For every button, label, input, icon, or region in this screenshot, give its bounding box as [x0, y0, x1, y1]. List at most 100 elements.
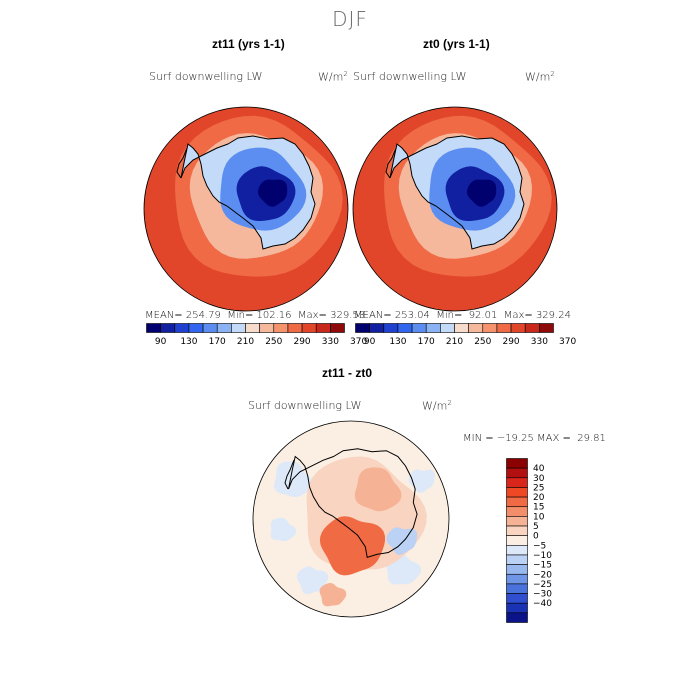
panel2-colorbar-cell: [425, 323, 441, 333]
panel1-peninsula: [176, 147, 188, 179]
panel2-colorbar-cell: [383, 323, 399, 333]
diff-region-plateau: [354, 467, 402, 512]
panel2-colorbar-tick: 250: [474, 337, 491, 347]
panel1-mean: 254.79: [185, 310, 221, 321]
diff-coastline: [288, 448, 418, 558]
diff-region-ross-sea: [319, 516, 385, 576]
panel2-colorbar-cell: [440, 323, 455, 333]
diff-colorbar-cell: [506, 545, 528, 556]
panel2-colorbar-cell: [397, 323, 413, 333]
panel2-colorbar-tick: 210: [446, 337, 463, 347]
diff-max: 29.81: [577, 433, 606, 444]
panel2-colorbar-cell: [482, 323, 498, 333]
panel2-min: 92.01: [468, 310, 498, 321]
diff-colorbar-tick: −15: [533, 561, 552, 571]
diff-map: [252, 420, 450, 618]
diff-colorbar-cell: [506, 612, 528, 623]
panel2-field: [353, 107, 557, 311]
panel2-colorbar-tick: 170: [418, 337, 435, 347]
panel2-colorbar-cell: [355, 323, 370, 333]
diff-field: [253, 421, 449, 617]
panel1-colorbar-cell: [259, 323, 275, 333]
panel1-colorbar-cell: [146, 323, 161, 333]
diff-colorbar-cell: [506, 516, 528, 527]
panel1-colorbar-cell: [216, 323, 232, 333]
panel1-colorbar-cell: [330, 323, 345, 333]
panel1-colorbar-cell: [287, 323, 303, 333]
diff-colorbar-cell: [506, 573, 528, 585]
diff-title: zt11 - zt0: [322, 366, 373, 380]
panel2-units: W/m2: [525, 70, 555, 84]
panel2-region-plateau-core: [466, 179, 497, 207]
panel1-variable: Surf downwelling LW: [149, 70, 263, 83]
diff-region-indian-coast: [386, 527, 418, 555]
panel1-colorbar-tick: 330: [322, 337, 339, 347]
panel1-title: zt11 (yrs 1-1): [212, 37, 285, 51]
panel1-colorbar-cell: [245, 323, 260, 333]
panel2-colorbar-cell: [369, 323, 385, 333]
panel1-map: [143, 106, 349, 312]
panel1-max: 329.53: [330, 310, 366, 321]
diff-colorbar-tick: 20: [533, 493, 545, 503]
panel2-colorbar-cell: [496, 323, 512, 333]
panel1-colorbar-tick: 130: [180, 337, 197, 347]
panel2-colorbar-cell: [510, 323, 526, 333]
diff-colorbar-tick: 40: [533, 464, 545, 474]
diff-colorbar-cell: [506, 477, 528, 488]
diff-minmax: MIN = −19.25 MAX = 29.81: [463, 433, 606, 444]
diff-colorbar-cell: [506, 487, 528, 498]
panel1-colorbar-cell: [160, 323, 176, 333]
panel2-colorbar-tick: 290: [502, 337, 519, 347]
panel1-colorbar-cell: [301, 323, 317, 333]
panel1-stats: MEAN= 254.79 Min= 102.16 Max= 329.53: [145, 310, 366, 321]
diff-colorbar-tick: −25: [533, 580, 552, 590]
diff-colorbar-tick: 10: [533, 512, 545, 522]
panel1-field: [144, 107, 348, 311]
panel1-colorbar-cell: [231, 323, 246, 333]
panel1-colorbar-cell: [315, 323, 331, 333]
panel2-mean: 253.04: [394, 310, 430, 321]
panel1-colorbar-tick: 290: [293, 337, 310, 347]
panel2-colorbar-cell: [454, 323, 469, 333]
panel1-region-plateau-core: [257, 179, 288, 207]
diff-variable: Surf downwelling LW: [248, 399, 362, 412]
diff-colorbar-cell: [506, 554, 528, 565]
panel2-colorbar: 90 130 170 210 250 290 330 370: [355, 323, 577, 347]
panel2-colorbar-cell: [539, 323, 554, 333]
diff-colorbar-tick: −20: [533, 570, 552, 580]
panel1-units: W/m2: [318, 70, 348, 84]
diff-region-negative-blob: [270, 517, 297, 542]
panel1-min: 102.16: [256, 310, 292, 321]
panel2-title: zt0 (yrs 1-1): [423, 37, 490, 51]
diff-globe-outline: [252, 420, 450, 618]
panel2-stats: MEAN= 253.04 Min= 92.01 Max= 329.24: [354, 310, 571, 321]
panel1-colorbar-tick: 170: [209, 337, 226, 347]
diff-colorbar-cell: [506, 458, 528, 469]
panel1-colorbar-tick: 90: [155, 337, 167, 347]
diff-colorbar-cell: [506, 525, 528, 536]
diff-peninsula: [284, 459, 295, 490]
panel1-colorbar-cell: [188, 323, 204, 333]
diff-colorbar-tick: 15: [533, 503, 544, 513]
panel2-colorbar-tick: 130: [389, 337, 406, 347]
diff-colorbar-tick: 30: [533, 474, 545, 484]
panel1-colorbar-tick: 250: [265, 337, 282, 347]
panel1-colorbar-cell: [202, 323, 218, 333]
panel2-map: [352, 106, 558, 312]
diff-colorbar-tick: −5: [533, 541, 546, 551]
diff-colorbar-cell: [506, 467, 528, 479]
panel1-colorbar-tick: 370: [350, 337, 367, 347]
panel2-globe-outline: [352, 106, 558, 312]
diff-units: W/m2: [422, 399, 452, 413]
panel2-coastline: [389, 135, 525, 250]
panel2-colorbar-cell: [524, 323, 540, 333]
diff-colorbar-cell: [506, 564, 528, 575]
diff-colorbar-cell: [506, 535, 528, 546]
diff-colorbar-cell: [506, 506, 528, 517]
panel2-max: 329.24: [535, 310, 571, 321]
diff-region-negative-blob: [296, 566, 329, 595]
diff-colorbar-tick: 25: [533, 483, 544, 493]
panel1-colorbar-tick: 210: [237, 337, 254, 347]
figure-title: DJF: [332, 7, 368, 31]
